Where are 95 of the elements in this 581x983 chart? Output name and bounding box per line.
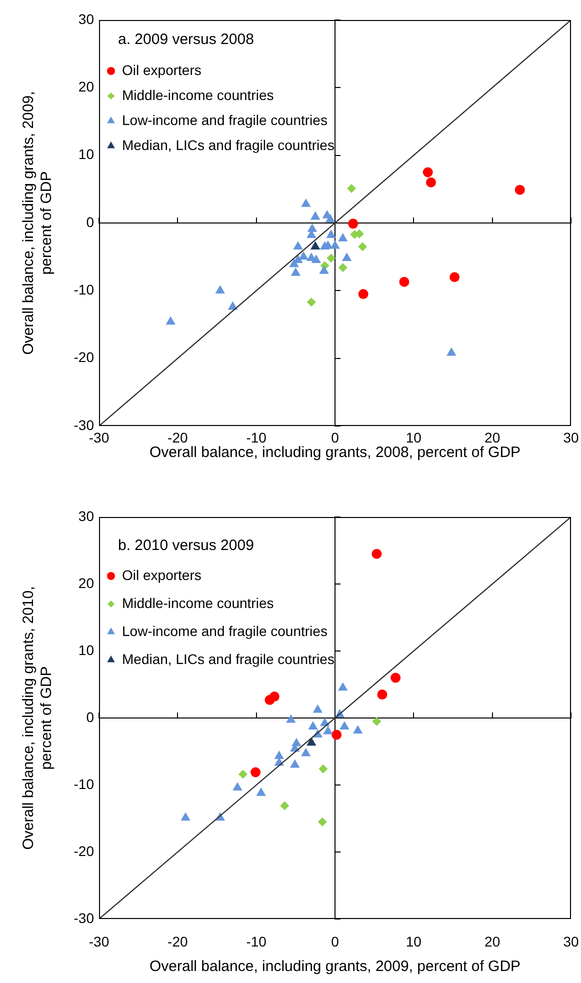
point xyxy=(215,285,225,294)
point xyxy=(290,759,300,768)
point xyxy=(326,230,336,238)
point xyxy=(238,770,248,779)
point xyxy=(301,198,311,207)
point xyxy=(399,276,410,287)
point xyxy=(372,716,382,726)
x-tick-label: 30 xyxy=(563,933,579,950)
point xyxy=(306,737,316,746)
x-tick-label: 0 xyxy=(331,429,340,446)
y-tick-label: 10 xyxy=(78,642,94,658)
y-tick-label: -30 xyxy=(74,910,94,926)
point xyxy=(325,214,336,222)
point xyxy=(274,750,284,759)
legend-label: Median, LICs and fragile countries xyxy=(122,650,334,667)
y-tick-label: 20 xyxy=(78,78,94,95)
y-axis-title: Overall balance, including grants, 2009, percent of GDP xyxy=(20,91,56,355)
point xyxy=(306,298,316,307)
point xyxy=(310,211,320,220)
point xyxy=(446,347,456,356)
x-axis-title: Overall balance, including grants, 2009, percent of GDP xyxy=(149,958,521,976)
legend-label: Oil exporters xyxy=(122,62,202,78)
point xyxy=(330,240,340,249)
point xyxy=(318,764,328,774)
x-tick-label: -10 xyxy=(246,429,267,446)
point xyxy=(323,726,333,734)
point xyxy=(293,241,303,250)
point xyxy=(311,254,321,264)
point xyxy=(450,272,460,282)
point xyxy=(269,692,280,702)
point xyxy=(256,787,266,796)
y-tick-label: 0 xyxy=(86,214,94,230)
point xyxy=(180,812,190,821)
x-tick-label: 30 xyxy=(563,429,579,446)
point xyxy=(250,767,261,778)
legend-label: Low-income and fragile countries xyxy=(122,112,328,128)
x-tick-label: 10 xyxy=(406,429,422,446)
point xyxy=(166,316,176,325)
point xyxy=(280,801,290,810)
point xyxy=(232,782,242,790)
point xyxy=(340,721,350,730)
x-tick-label: -20 xyxy=(168,429,188,446)
point xyxy=(326,254,336,263)
point xyxy=(348,218,358,229)
point xyxy=(289,258,299,268)
point xyxy=(422,167,433,178)
y-axis-title: Overall balance, including grants, 2010, percent of GDP xyxy=(20,586,56,850)
y-tick-label: 30 xyxy=(78,508,94,524)
x-tick-label: 10 xyxy=(406,933,422,950)
point xyxy=(338,682,348,691)
legend-label: Middle-income countries xyxy=(122,594,274,611)
point xyxy=(426,177,436,188)
point xyxy=(358,289,368,300)
point xyxy=(342,252,352,261)
point xyxy=(338,263,348,272)
y-tick-label: 10 xyxy=(78,146,94,162)
point xyxy=(319,265,329,274)
point xyxy=(312,704,323,713)
point xyxy=(372,548,382,559)
point xyxy=(307,223,318,232)
y-tick-label: -30 xyxy=(74,416,94,433)
y-tick-label: 0 xyxy=(86,708,94,725)
point xyxy=(286,714,296,723)
point xyxy=(290,267,301,276)
point xyxy=(514,184,525,195)
point xyxy=(308,721,318,730)
x-axis-title: Overall balance, including grants, 2008, percent of GDP xyxy=(149,444,521,462)
legend-label: Low-income and fragile countries xyxy=(122,622,328,639)
y-tick-label: 20 xyxy=(78,574,94,591)
point xyxy=(390,672,401,683)
point xyxy=(310,241,320,250)
point xyxy=(298,251,308,260)
legend-label: Oil exporters xyxy=(122,566,202,583)
x-tick-label: 20 xyxy=(484,933,500,950)
x-tick-label: 0 xyxy=(331,933,340,950)
y-tick-label: -10 xyxy=(74,776,94,792)
point xyxy=(358,242,368,252)
point xyxy=(332,730,342,740)
y-tick-label: -20 xyxy=(74,349,94,366)
point xyxy=(301,748,311,756)
y-tick-label: -20 xyxy=(74,842,94,859)
legend-label: Middle-income countries xyxy=(122,86,274,103)
point xyxy=(338,232,348,242)
y-tick-label: 30 xyxy=(78,10,94,27)
x-tick-label: -10 xyxy=(246,933,267,950)
text: b. 2010 versus 2009 xyxy=(118,537,254,554)
x-tick-label: 20 xyxy=(484,429,500,446)
point xyxy=(352,725,363,734)
text: a. 2009 versus 2008 xyxy=(118,31,254,48)
x-tick-label: -20 xyxy=(168,933,188,950)
y-tick-label: -10 xyxy=(74,282,94,298)
point xyxy=(318,817,327,826)
point xyxy=(377,690,388,700)
legend-label: Median, LICs and fragile countries xyxy=(122,136,334,153)
point xyxy=(347,184,356,193)
